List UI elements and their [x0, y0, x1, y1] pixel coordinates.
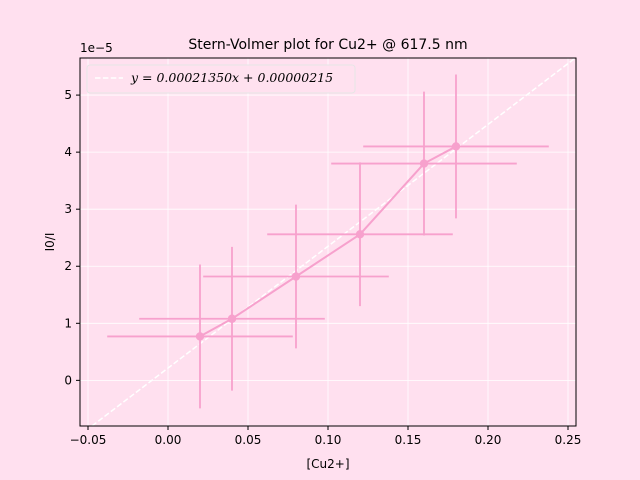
- y-tick-label: 5: [64, 88, 72, 102]
- x-tick-label: 0.10: [315, 433, 342, 447]
- y-tick-label: 2: [64, 259, 72, 273]
- y-tick-label: 1: [64, 316, 72, 330]
- y-axis-label: I0/I: [43, 233, 57, 252]
- data-point: [451, 142, 461, 151]
- y-tick-label: 0: [64, 373, 72, 387]
- series-line: [199, 145, 457, 338]
- data-point: [419, 159, 429, 168]
- legend-fit-label: y = 0.00021350x + 0.00000215: [130, 70, 333, 85]
- data-point: [195, 332, 205, 341]
- chart-title: Stern-Volmer plot for Cu2+ @ 617.5 nm: [188, 37, 467, 53]
- x-tick-label: −0.05: [70, 433, 107, 447]
- y-offset-label: 1e−5: [80, 41, 113, 55]
- x-tick-label: 0.00: [155, 433, 182, 447]
- data-point: [355, 230, 365, 239]
- fit-line: [91, 57, 576, 427]
- y-tick-label: 3: [64, 202, 72, 216]
- axes: −0.05 0.00 0.05 0.10 0.15 0.20 0.25 0 1 2 3 4 5: [64, 57, 582, 447]
- y-tick-label: 4: [64, 145, 72, 159]
- data-point: [227, 314, 237, 323]
- legend-box: [86, 64, 356, 94]
- x-tick-label: 0.20: [475, 433, 502, 447]
- x-axis-label: [Cu2+]: [306, 457, 349, 471]
- x-tick-label: 0.05: [235, 433, 262, 447]
- data-point: [291, 272, 301, 281]
- data-layer: [91, 57, 576, 427]
- legend: y = 0.00021350x + 0.00000215: [86, 64, 356, 94]
- x-tick-label: 0.25: [555, 433, 582, 447]
- x-tick-label: 0.15: [395, 433, 422, 447]
- grid: [80, 58, 576, 426]
